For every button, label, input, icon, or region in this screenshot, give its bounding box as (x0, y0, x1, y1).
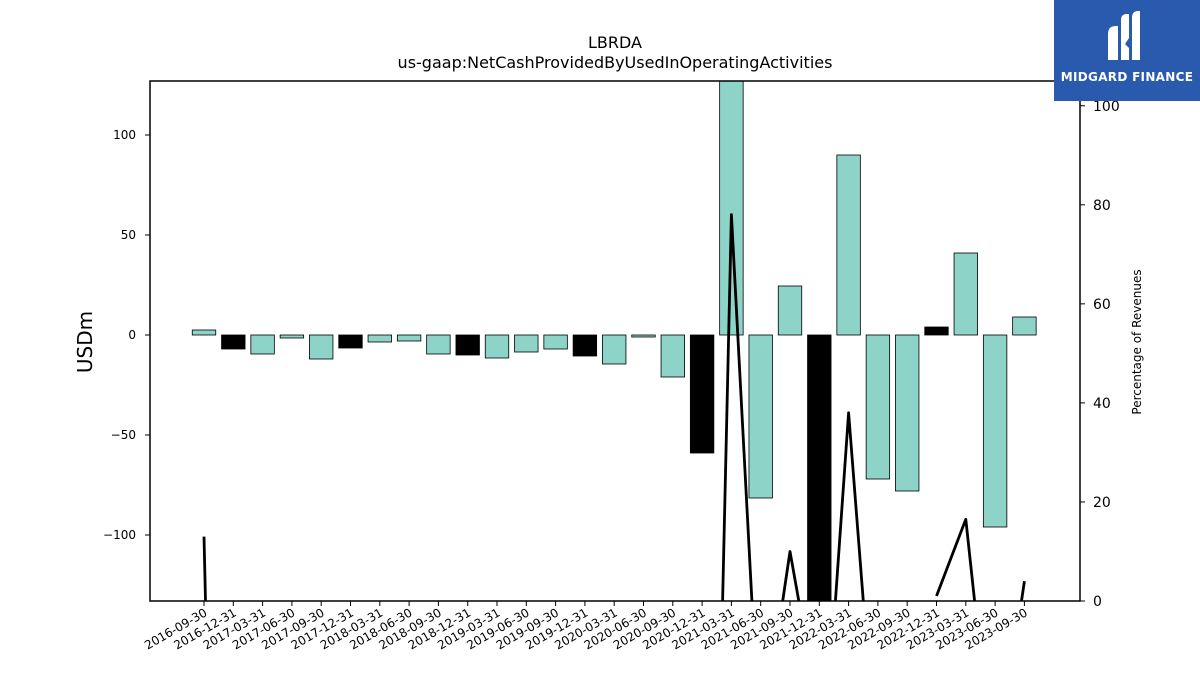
bar-2022-06-30 (865, 334, 891, 480)
y2-tick-label: 80 (1093, 198, 1111, 214)
y-tick-label: −100 (103, 528, 136, 542)
bar-2017-03-31 (250, 334, 275, 355)
bar-2018-12-31 (455, 334, 480, 356)
bar-2017-12-31 (338, 334, 363, 349)
pct-revenue-line-segment-6 (1020, 580, 1026, 602)
pct-revenue-line-segment-5 (935, 517, 976, 602)
bar-2022-12-31 (924, 326, 949, 336)
bar-2017-09-30 (309, 334, 334, 360)
bar-2019-06-30 (514, 334, 539, 353)
y2-tick-label: 40 (1093, 396, 1111, 412)
midgard-logo-icon (1108, 11, 1140, 60)
bar-2021-06-30 (748, 334, 773, 499)
bar-2022-09-30 (895, 334, 920, 492)
bar-2016-12-31 (221, 334, 246, 350)
pct-revenue-line-segment-2 (721, 213, 754, 602)
y-tick-label: 100 (113, 128, 136, 142)
bar-2020-03-31 (602, 334, 627, 365)
bar-2018-06-30 (396, 334, 422, 342)
bar-2019-12-31 (572, 334, 598, 357)
y2-tick-label: 100 (1093, 99, 1120, 115)
y-tick-label: −50 (111, 428, 136, 442)
y2-axis-label: Percentage of Revenues (1130, 269, 1144, 414)
plot-frame (149, 80, 1081, 602)
y2-tick-label: 60 (1093, 297, 1111, 313)
pct-revenue-line-segment-1 (202, 536, 207, 602)
bar-2023-03-31 (953, 252, 978, 336)
pct-revenue-line-segment-4 (834, 411, 865, 602)
y2-tick-label: 20 (1093, 495, 1111, 511)
y2-tick-label: 0 (1093, 594, 1102, 610)
bar-2020-06-30 (631, 334, 656, 338)
chart-subtitle: us-gaap:NetCashProvidedByUsedInOperating… (398, 53, 833, 72)
midgard-finance-logo: MIDGARD FINANCE (1054, 0, 1200, 101)
bar-2023-06-30 (982, 334, 1008, 528)
bar-2020-09-30 (660, 334, 685, 378)
bar-2018-09-30 (426, 334, 451, 355)
bar-2019-09-30 (543, 334, 568, 350)
y-axis-label: USDm (73, 311, 97, 373)
bar-2017-06-30 (279, 334, 305, 339)
y-tick-label: 0 (128, 328, 136, 342)
bar-2016-09-30 (191, 329, 217, 336)
y-tick-label: 50 (121, 228, 136, 242)
logo-text: MIDGARD FINANCE (1060, 70, 1194, 84)
bar-2019-03-31 (484, 334, 510, 359)
bar-2021-03-31 (719, 80, 744, 336)
bar-2023-09-30 (1012, 316, 1037, 336)
bar-2018-03-31 (367, 334, 392, 343)
bar-2021-12-31 (807, 334, 832, 602)
chart-title: LBRDA (588, 33, 642, 52)
bar-2021-09-30 (777, 285, 803, 336)
bar-2022-03-31 (836, 154, 861, 336)
pct-revenue-line-segment-3 (781, 550, 801, 602)
bar-2020-12-31 (689, 334, 715, 454)
